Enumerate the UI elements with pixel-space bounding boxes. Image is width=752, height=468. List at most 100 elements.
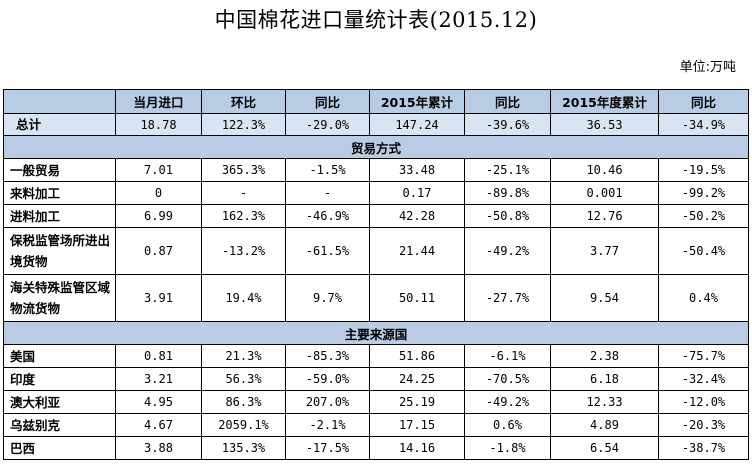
page-title: 中国棉花进口量统计表(2015.12)	[214, 8, 538, 32]
header-row: 当月进口 环比 同比 2015年累计 同比 2015年度累计 同比	[3, 89, 749, 114]
row-label: 总计	[3, 113, 116, 136]
row-label: 印度	[3, 367, 116, 391]
table-cell: -50.8%	[464, 204, 551, 228]
row-label: 巴西	[3, 436, 116, 460]
table-row: 海关特殊监管区域物流货物 3.91 19.4% 9.7% 50.11 -27.7% 9.54…	[3, 274, 749, 322]
import-statistics-table: 当月进口 环比 同比 2015年累计 同比 2015年度累计 同比 总计 18.78 122.3…	[3, 89, 749, 460]
table-cell: -59.0%	[285, 367, 370, 391]
table-cell: 12.33	[550, 390, 659, 414]
column-header: 环比	[201, 89, 286, 114]
table-cell: 25.19	[369, 390, 465, 414]
table-cell: -25.1%	[464, 158, 551, 182]
section-title: 贸易方式	[3, 135, 749, 159]
table-cell: -12.0%	[658, 390, 749, 414]
table-cell: -61.5%	[285, 227, 370, 275]
table-cell: 0.87	[115, 227, 202, 275]
table-row: 印度 3.21 56.3% -59.0% 24.25 -70.5% 6.18 -32.4%	[3, 367, 749, 391]
column-header: 当月进口	[115, 89, 202, 114]
column-header: 同比	[658, 89, 749, 114]
table-cell: 4.95	[115, 390, 202, 414]
table-row: 保税监管场所进出境货物 0.87 -13.2% -61.5% 21.44 -49.2% 3.…	[3, 227, 749, 275]
table-cell: -1.8%	[464, 436, 551, 460]
table-cell: 3.77	[550, 227, 659, 275]
table-cell: -19.5%	[658, 158, 749, 182]
table-cell: -85.3%	[285, 344, 370, 368]
section-header-row: 主要来源国	[3, 321, 749, 345]
table-cell: 207.0%	[285, 390, 370, 414]
table-cell: 36.53	[550, 113, 659, 136]
table-cell: -50.2%	[658, 204, 749, 228]
table-cell: -89.8%	[464, 181, 551, 205]
table-cell: -2.1%	[285, 413, 370, 437]
table-cell: -	[201, 181, 286, 205]
table-cell: 135.3%	[201, 436, 286, 460]
row-label: 一般贸易	[3, 158, 116, 182]
table-cell: 9.7%	[285, 274, 370, 322]
table-cell: 21.44	[369, 227, 465, 275]
table-cell: 56.3%	[201, 367, 286, 391]
table-cell: -32.4%	[658, 367, 749, 391]
table-cell: 17.15	[369, 413, 465, 437]
table-cell: 3.91	[115, 274, 202, 322]
table-cell: 0.4%	[658, 274, 749, 322]
section-title: 主要来源国	[3, 321, 749, 345]
table-cell: -34.9%	[658, 113, 749, 136]
table-cell: -	[285, 181, 370, 205]
table-cell: 6.18	[550, 367, 659, 391]
table-body: 总计 18.78 122.3% -29.0% 147.24 -39.6% 36.53 -34.…	[3, 113, 749, 460]
column-header	[3, 89, 116, 114]
table-cell: -99.2%	[658, 181, 749, 205]
table-cell: 0.17	[369, 181, 465, 205]
table-cell: -17.5%	[285, 436, 370, 460]
table-row: 美国 0.81 21.3% -85.3% 51.86 -6.1% 2.38 -75.7%	[3, 344, 749, 368]
table-cell: -38.7%	[658, 436, 749, 460]
total-row: 总计 18.78 122.3% -29.0% 147.24 -39.6% 36.53 -34.…	[3, 113, 749, 136]
table-cell: 147.24	[369, 113, 465, 136]
section-header-row: 贸易方式	[3, 135, 749, 159]
table-cell: -29.0%	[285, 113, 370, 136]
table-cell: 86.3%	[201, 390, 286, 414]
row-label: 保税监管场所进出境货物	[3, 227, 116, 275]
table-cell: -49.2%	[464, 227, 551, 275]
table-cell: 12.76	[550, 204, 659, 228]
table-cell: -13.2%	[201, 227, 286, 275]
table-cell: 6.54	[550, 436, 659, 460]
table-cell: 3.88	[115, 436, 202, 460]
table-cell: -46.9%	[285, 204, 370, 228]
table-row: 乌兹别克 4.67 2059.1% -2.1% 17.15 0.6% 4.89 -20.3%	[3, 413, 749, 437]
table-cell: 6.99	[115, 204, 202, 228]
table-cell: -50.4%	[658, 227, 749, 275]
row-label: 海关特殊监管区域物流货物	[3, 274, 116, 322]
table-row: 巴西 3.88 135.3% -17.5% 14.16 -1.8% 6.54 -38.7%	[3, 436, 749, 460]
table-cell: 0.81	[115, 344, 202, 368]
column-header: 同比	[464, 89, 551, 114]
table-cell: 21.3%	[201, 344, 286, 368]
table-cell: 4.89	[550, 413, 659, 437]
table-cell: 162.3%	[201, 204, 286, 228]
table-cell: -1.5%	[285, 158, 370, 182]
table-cell: -27.7%	[464, 274, 551, 322]
table-cell: 0.001	[550, 181, 659, 205]
table-cell: -75.7%	[658, 344, 749, 368]
row-label: 乌兹别克	[3, 413, 116, 437]
table-cell: 19.4%	[201, 274, 286, 322]
table-cell: 10.46	[550, 158, 659, 182]
table-row: 澳大利亚 4.95 86.3% 207.0% 25.19 -49.2% 12.33 -12.0…	[3, 390, 749, 414]
table-cell: -49.2%	[464, 390, 551, 414]
column-header: 同比	[285, 89, 370, 114]
table-cell: 24.25	[369, 367, 465, 391]
table-cell: 0	[115, 181, 202, 205]
table-cell: 4.67	[115, 413, 202, 437]
row-label: 来料加工	[3, 181, 116, 205]
table-row: 进料加工 6.99 162.3% -46.9% 42.28 -50.8% 12.76 -50.…	[3, 204, 749, 228]
table-cell: 9.54	[550, 274, 659, 322]
row-label: 进料加工	[3, 204, 116, 228]
table-cell: -6.1%	[464, 344, 551, 368]
row-label: 美国	[3, 344, 116, 368]
table-cell: -39.6%	[464, 113, 551, 136]
table-cell: 7.01	[115, 158, 202, 182]
table-cell: 3.21	[115, 367, 202, 391]
table-cell: -70.5%	[464, 367, 551, 391]
table-cell: 14.16	[369, 436, 465, 460]
table-cell: 33.48	[369, 158, 465, 182]
